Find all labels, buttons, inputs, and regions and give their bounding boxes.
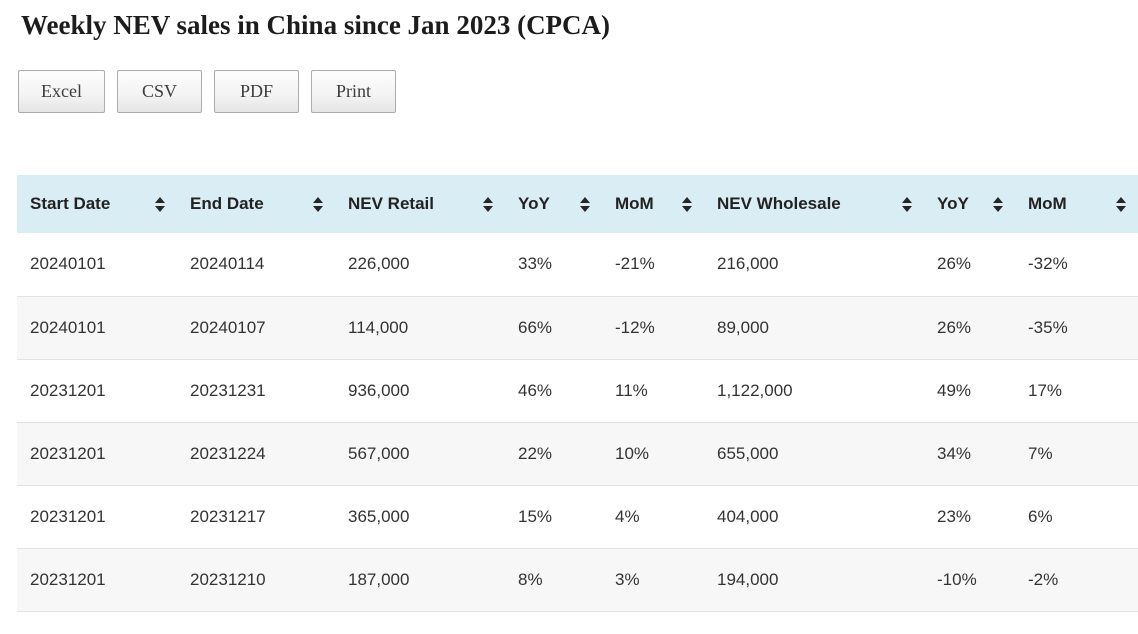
cell-retail-mom: -12% bbox=[602, 296, 704, 360]
cell-end-date: 20240107 bbox=[177, 296, 335, 360]
cell-nev-retail: 187,000 bbox=[335, 548, 505, 612]
cell-nev-wholesale: 655,000 bbox=[704, 422, 924, 486]
cell-start-date: 20240101 bbox=[17, 233, 177, 297]
column-header-retail-mom[interactable]: MoM bbox=[602, 175, 704, 233]
sort-icon bbox=[483, 197, 493, 212]
csv-button[interactable]: CSV bbox=[116, 70, 202, 113]
cell-nev-retail: 567,000 bbox=[335, 422, 505, 486]
column-header-wholesale-yoy[interactable]: YoY bbox=[924, 175, 1015, 233]
cell-start-date: 20240101 bbox=[17, 296, 177, 360]
sort-icon bbox=[993, 197, 1003, 212]
cell-wholesale-yoy: -10% bbox=[924, 548, 1015, 612]
cell-nev-wholesale: 1,122,000 bbox=[704, 359, 924, 423]
cell-end-date: 20231210 bbox=[177, 548, 335, 612]
column-header-end-date[interactable]: End Date bbox=[177, 175, 335, 233]
cell-retail-yoy: 33% bbox=[505, 233, 602, 297]
cell-nev-wholesale: 216,000 bbox=[704, 233, 924, 297]
table-header-row: Start Date End Date NEV Retail YoY MoM N… bbox=[17, 175, 1138, 233]
cell-retail-mom: 11% bbox=[602, 359, 704, 423]
cell-start-date: 20231201 bbox=[17, 422, 177, 486]
column-header-wholesale-mom[interactable]: MoM bbox=[1015, 175, 1138, 233]
cell-wholesale-yoy: 23% bbox=[924, 485, 1015, 549]
cell-retail-yoy: 66% bbox=[505, 296, 602, 360]
column-label: NEV Wholesale bbox=[717, 194, 841, 213]
cell-retail-yoy: 22% bbox=[505, 422, 602, 486]
cell-wholesale-mom: -35% bbox=[1015, 296, 1138, 360]
print-button[interactable]: Print bbox=[310, 70, 396, 113]
column-label: YoY bbox=[518, 194, 550, 213]
cell-start-date: 20231201 bbox=[17, 485, 177, 549]
cell-retail-mom: 4% bbox=[602, 485, 704, 549]
column-label: MoM bbox=[615, 194, 654, 213]
cell-start-date: 20231201 bbox=[17, 548, 177, 612]
sort-icon bbox=[313, 197, 323, 212]
column-label: Start Date bbox=[30, 194, 111, 213]
sort-icon bbox=[902, 197, 912, 212]
cell-wholesale-yoy: 26% bbox=[924, 296, 1015, 360]
cell-end-date: 20231217 bbox=[177, 485, 335, 549]
cell-end-date: 20231231 bbox=[177, 359, 335, 423]
cell-end-date: 20240114 bbox=[177, 233, 335, 297]
page-title: Weekly NEV sales in China since Jan 2023… bbox=[21, 10, 611, 40]
column-label: NEV Retail bbox=[348, 194, 434, 213]
cell-retail-mom: 3% bbox=[602, 548, 704, 612]
cell-wholesale-mom: -32% bbox=[1015, 233, 1138, 297]
excel-button[interactable]: Excel bbox=[18, 70, 105, 113]
column-header-start-date[interactable]: Start Date bbox=[17, 175, 177, 233]
cell-nev-wholesale: 404,000 bbox=[704, 485, 924, 549]
table-row: 20231201 20231217 365,000 15% 4% 404,000… bbox=[17, 485, 1138, 549]
cell-nev-retail: 936,000 bbox=[335, 359, 505, 423]
cell-wholesale-yoy: 26% bbox=[924, 233, 1015, 297]
column-label: MoM bbox=[1028, 194, 1067, 213]
export-toolbar: Excel CSV PDF Print bbox=[18, 70, 1138, 113]
cell-retail-mom: 10% bbox=[602, 422, 704, 486]
table-row: 20231201 20231224 567,000 22% 10% 655,00… bbox=[17, 422, 1138, 486]
cell-wholesale-mom: 6% bbox=[1015, 485, 1138, 549]
table-row: 20240101 20240114 226,000 33% -21% 216,0… bbox=[17, 233, 1138, 297]
table-row: 20240101 20240107 114,000 66% -12% 89,00… bbox=[17, 296, 1138, 360]
cell-nev-wholesale: 89,000 bbox=[704, 296, 924, 360]
sort-icon bbox=[682, 197, 692, 212]
cell-wholesale-mom: 7% bbox=[1015, 422, 1138, 486]
nev-sales-table: Start Date End Date NEV Retail YoY MoM N… bbox=[17, 175, 1138, 612]
cell-nev-retail: 114,000 bbox=[335, 296, 505, 360]
sort-icon bbox=[155, 197, 165, 212]
column-label: End Date bbox=[190, 194, 264, 213]
column-header-nev-wholesale[interactable]: NEV Wholesale bbox=[704, 175, 924, 233]
cell-start-date: 20231201 bbox=[17, 359, 177, 423]
table-row: 20231201 20231231 936,000 46% 11% 1,122,… bbox=[17, 359, 1138, 423]
cell-retail-yoy: 46% bbox=[505, 359, 602, 423]
cell-wholesale-yoy: 49% bbox=[924, 359, 1015, 423]
column-label: YoY bbox=[937, 194, 969, 213]
column-header-retail-yoy[interactable]: YoY bbox=[505, 175, 602, 233]
cell-nev-wholesale: 194,000 bbox=[704, 548, 924, 612]
sort-icon bbox=[1116, 197, 1126, 212]
cell-wholesale-mom: -2% bbox=[1015, 548, 1138, 612]
column-header-nev-retail[interactable]: NEV Retail bbox=[335, 175, 505, 233]
cell-wholesale-yoy: 34% bbox=[924, 422, 1015, 486]
table-row: 20231201 20231210 187,000 8% 3% 194,000 … bbox=[17, 548, 1138, 612]
cell-end-date: 20231224 bbox=[177, 422, 335, 486]
cell-nev-retail: 226,000 bbox=[335, 233, 505, 297]
sort-icon bbox=[580, 197, 590, 212]
pdf-button[interactable]: PDF bbox=[213, 70, 299, 113]
cell-wholesale-mom: 17% bbox=[1015, 359, 1138, 423]
cell-retail-yoy: 15% bbox=[505, 485, 602, 549]
cell-nev-retail: 365,000 bbox=[335, 485, 505, 549]
cell-retail-mom: -21% bbox=[602, 233, 704, 297]
cell-retail-yoy: 8% bbox=[505, 548, 602, 612]
